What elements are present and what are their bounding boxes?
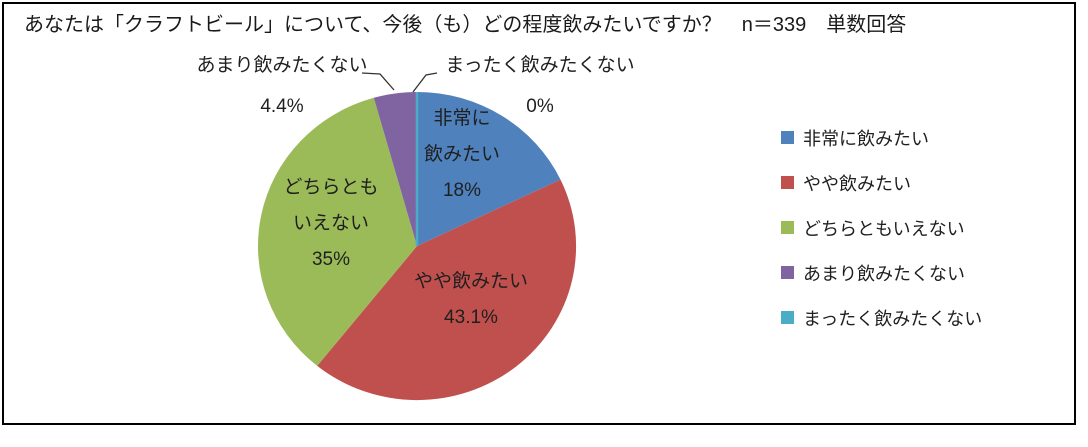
legend-label: あまり飲みたくない xyxy=(803,263,965,284)
legend-label: 非常に飲みたい xyxy=(803,128,929,149)
legend-swatch-icon xyxy=(781,311,794,324)
legend-item-neutral: どちらともいえない xyxy=(781,214,982,241)
legend-swatch-icon xyxy=(781,221,794,234)
data-label-not-at-all: まったく飲みたくない 0% xyxy=(445,45,634,127)
leader-line-not-much xyxy=(361,72,395,91)
legend-swatch-icon xyxy=(781,176,794,189)
data-label-value: 43.1% xyxy=(444,307,498,328)
pie-slice-2 xyxy=(257,97,417,366)
legend-swatch-icon xyxy=(781,131,794,144)
data-label-value: 0% xyxy=(526,96,554,117)
data-label-line: 飲みたい xyxy=(423,144,501,165)
data-label-line: どちらとも xyxy=(283,177,379,198)
data-label-neutral: どちらとも いえない 35% xyxy=(283,170,378,278)
data-label-line: やや飲みたい xyxy=(413,271,529,292)
data-label-line: あまり飲みたくない xyxy=(196,55,368,76)
data-label-value: 35% xyxy=(311,249,351,270)
legend-swatch-icon xyxy=(781,266,794,279)
legend-item-not-at-all: まったく飲みたくない xyxy=(781,304,982,331)
legend-label: どちらともいえない xyxy=(803,218,965,239)
pie-slice-3 xyxy=(373,92,417,246)
data-label-line: まったく飲みたくない xyxy=(445,55,635,76)
chart-title: あなたは「クラフトビール」について、今後（も）どの程度飲みたいですか？ n＝33… xyxy=(24,14,907,36)
data-label-value: 18% xyxy=(442,180,482,201)
legend-item-strong: 非常に飲みたい xyxy=(781,124,982,151)
legend-label: やや飲みたい xyxy=(803,173,911,194)
pie-slices-group xyxy=(257,92,577,401)
data-label-not-much: あまり飲みたくない 4.4% xyxy=(196,45,367,127)
leader-lines-group xyxy=(361,72,438,93)
data-label-line: 非常に xyxy=(433,108,491,129)
legend-item-somewhat: やや飲みたい xyxy=(781,169,982,196)
data-label-somewhat: やや飲みたい 43.1% xyxy=(414,264,528,336)
legend-item-not-much: あまり飲みたくない xyxy=(781,259,982,286)
data-label-value: 4.4% xyxy=(260,96,304,117)
pie-slice-1 xyxy=(317,179,577,401)
leader-line-not-at-all xyxy=(412,72,438,93)
pie-slice-0 xyxy=(417,92,561,246)
legend-label: まったく飲みたくない xyxy=(803,308,983,329)
data-label-strong: 非常に 飲みたい 18% xyxy=(424,101,500,209)
data-label-line: いえない xyxy=(292,213,370,234)
legend: 非常に飲みたい やや飲みたい どちらともいえない あまり飲みたくない まったく飲… xyxy=(781,124,982,331)
